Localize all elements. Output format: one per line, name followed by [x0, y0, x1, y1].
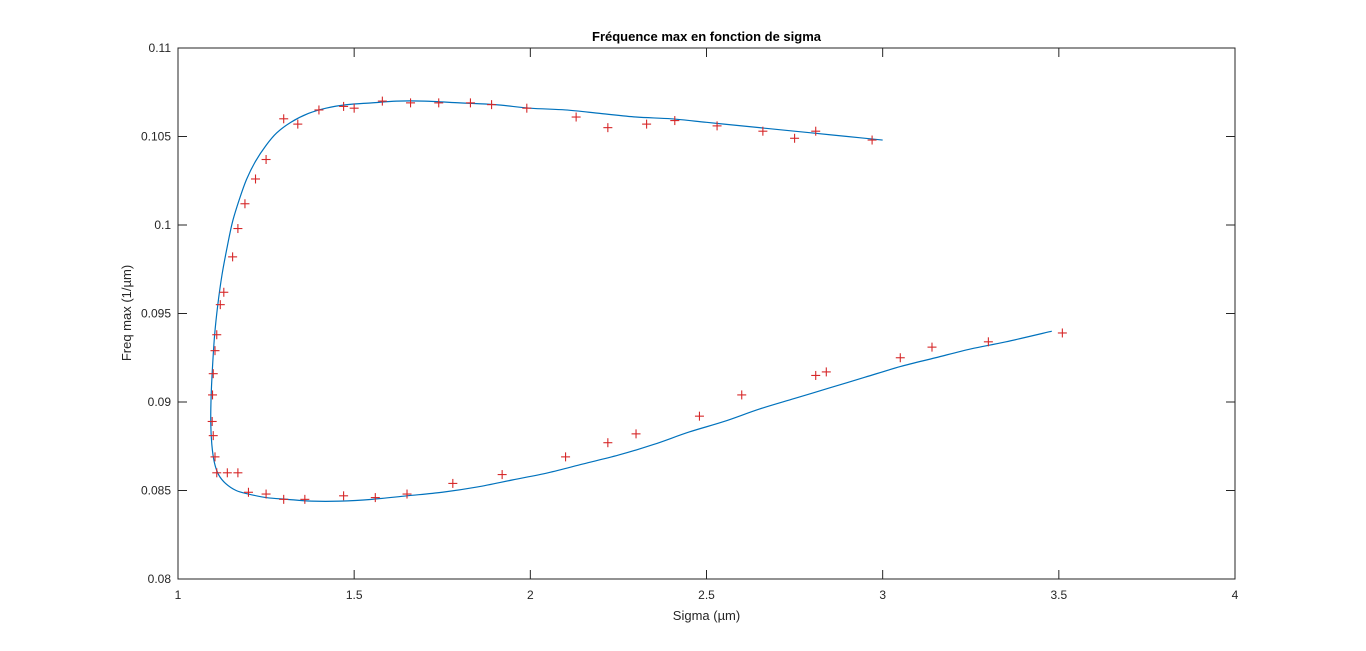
data-point: [522, 103, 532, 113]
plot-area: [177, 47, 1236, 580]
data-point: [243, 487, 253, 497]
axes-box: [177, 47, 1236, 580]
x-tick-label: 2.5: [698, 588, 715, 602]
data-point: [406, 98, 416, 108]
data-point: [377, 96, 387, 106]
y-tick-label: 0.1: [154, 218, 171, 232]
data-point: [670, 116, 680, 126]
y-tick-label: 0.11: [149, 41, 172, 55]
data-point: [233, 468, 243, 478]
x-tick-label: 1: [175, 588, 182, 602]
data-point: [465, 98, 475, 108]
data-point: [434, 98, 444, 108]
chart-title: Fréquence max en fonction de sigma: [592, 29, 822, 44]
data-point: [497, 470, 507, 480]
fit-curve-layer: [210, 100, 1052, 502]
data-point: [251, 174, 261, 184]
data-point: [603, 123, 613, 133]
data-point: [811, 126, 821, 136]
data-point: [448, 478, 458, 488]
data-point: [279, 494, 289, 504]
data-point: [790, 133, 800, 143]
x-tick-label: 3: [879, 588, 886, 602]
data-point: [927, 342, 937, 352]
data-point: [631, 429, 641, 439]
data-point: [642, 119, 652, 129]
data-point: [339, 491, 349, 501]
data-point: [339, 101, 349, 111]
data-point: [228, 252, 238, 262]
y-tick-label: 0.095: [141, 307, 171, 321]
data-point: [222, 468, 232, 478]
fit-curve: [210, 100, 1052, 502]
data-point: [215, 300, 225, 310]
data-point: [210, 452, 220, 462]
y-axis-label: Freq max (1/µm): [119, 265, 134, 361]
data-point: [208, 431, 218, 441]
x-tick-label: 3.5: [1050, 588, 1067, 602]
data-point: [279, 114, 289, 124]
y-tick-label: 0.105: [141, 130, 171, 144]
data-point: [603, 438, 613, 448]
data-point: [212, 468, 222, 478]
data-point: [758, 126, 768, 136]
data-point: [694, 411, 704, 421]
data-point: [895, 353, 905, 363]
data-points-layer: [207, 96, 1067, 504]
data-point: [487, 100, 497, 110]
data-point: [561, 452, 571, 462]
data-point: [207, 416, 217, 426]
data-point: [571, 112, 581, 122]
data-point: [261, 489, 271, 499]
data-point: [210, 346, 220, 356]
data-point: [402, 489, 412, 499]
data-point: [240, 199, 250, 209]
ticks: 1 1.5 2 2.5 3 3.5 4 0.08 0.085 0.09 0.095 0.1 0.105 0…: [141, 41, 1239, 602]
data-point: [811, 370, 821, 380]
y-tick-label: 0.09: [148, 395, 172, 409]
data-point: [208, 369, 218, 379]
data-point: [349, 103, 359, 113]
data-point: [293, 119, 303, 129]
data-point: [219, 287, 229, 297]
data-point: [314, 105, 324, 115]
x-tick-label: 4: [1232, 588, 1239, 602]
x-tick-label: 1.5: [346, 588, 363, 602]
data-point: [867, 135, 877, 145]
data-point: [212, 330, 222, 340]
y-tick-label: 0.08: [148, 572, 172, 586]
data-point: [712, 121, 722, 131]
data-point: [261, 155, 271, 165]
data-point: [1057, 328, 1067, 338]
data-point: [208, 390, 218, 400]
data-point: [300, 494, 310, 504]
data-point: [821, 367, 831, 377]
data-point: [370, 493, 380, 503]
data-point: [233, 224, 243, 234]
x-tick-label: 2: [527, 588, 534, 602]
data-point: [737, 390, 747, 400]
data-point: [983, 337, 993, 347]
y-tick-label: 0.085: [141, 484, 171, 498]
x-axis-label: Sigma (µm): [673, 608, 740, 623]
